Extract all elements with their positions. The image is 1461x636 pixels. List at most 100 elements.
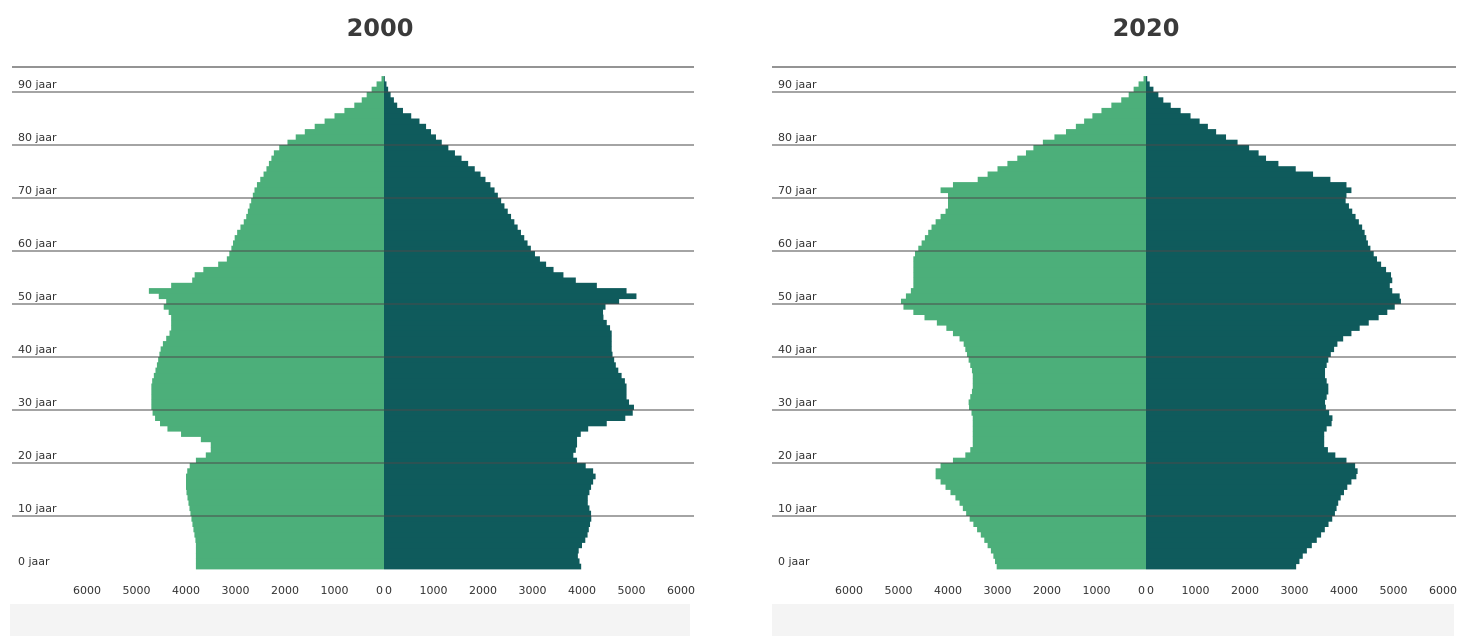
bar-right [1146, 383, 1329, 390]
bar-right [384, 547, 579, 554]
bar-left [972, 441, 1146, 448]
bar-right [384, 558, 580, 565]
bar-right [1146, 219, 1359, 225]
bar-left [271, 155, 384, 162]
chart-title-2000: 2000 [346, 14, 414, 42]
bar-left [171, 282, 384, 289]
bar-right [1146, 182, 1347, 188]
bar-right [1146, 118, 1200, 125]
bar-right [384, 478, 594, 485]
bar-left [171, 314, 384, 321]
bar-right [1146, 394, 1327, 400]
bar-right [1146, 97, 1164, 103]
bar-left [987, 171, 1146, 178]
bar-right [1146, 516, 1333, 522]
bar-left [955, 494, 1146, 501]
y-tick-label: 70 jaar [778, 184, 817, 197]
bar-left [304, 129, 384, 135]
bar-right [1146, 452, 1336, 459]
bar-right [1146, 330, 1352, 337]
bar-left [273, 150, 384, 156]
x-tick-label-left: 0 [376, 584, 383, 597]
bar-right [1146, 304, 1395, 310]
bar-right [384, 372, 622, 379]
bar-left [1054, 134, 1146, 141]
bar-left [195, 563, 384, 570]
bar-left [1101, 107, 1146, 114]
y-tick-label: 40 jaar [778, 343, 817, 356]
bar-right [1146, 420, 1332, 427]
bar-right [1146, 245, 1371, 252]
bar-left [936, 319, 1146, 326]
y-tick-label: 60 jaar [18, 237, 57, 250]
bar-left [192, 521, 384, 527]
bar-right [1146, 447, 1328, 453]
bar-left [260, 176, 384, 183]
bar-right [384, 272, 564, 278]
bar-left [376, 81, 384, 88]
bar-right [1146, 425, 1327, 432]
bar-right [1146, 494, 1341, 501]
bar-left [972, 431, 1146, 437]
bar-left [251, 198, 384, 204]
bar-left [234, 235, 384, 241]
x-tick-label-right: 6000 [1429, 584, 1457, 597]
y-tick-label: 30 jaar [778, 396, 817, 409]
bar-right [1146, 357, 1329, 363]
bar-left [913, 282, 1146, 289]
bar-right [1146, 155, 1267, 162]
bar-right [384, 251, 535, 257]
bar-left [966, 351, 1146, 358]
bar-left [966, 510, 1146, 517]
bar-right [384, 288, 627, 294]
bar-left [972, 378, 1146, 384]
bar-right [384, 346, 612, 353]
bar-left [188, 500, 384, 506]
bar-left [1065, 129, 1146, 135]
bar-right [1146, 436, 1325, 443]
x-tick-label-right: 0 [385, 584, 392, 597]
bar-right [384, 76, 385, 82]
bar-right [1146, 441, 1325, 448]
bar-right [384, 362, 616, 368]
bar-left [952, 330, 1146, 337]
bar-left [229, 251, 384, 257]
y-tick-label: 70 jaar [18, 184, 57, 197]
x-tick-label-left: 4000 [172, 584, 200, 597]
bar-left [152, 378, 384, 384]
bar-left [186, 478, 384, 485]
bar-left [950, 489, 1146, 496]
bar-right [384, 192, 498, 199]
bar-left [167, 425, 384, 432]
bar-left [924, 314, 1146, 321]
bar-right [1146, 145, 1250, 151]
bar-left [1138, 81, 1146, 88]
bar-left [151, 394, 384, 400]
bar-right [384, 229, 521, 236]
bar-left [995, 558, 1146, 565]
x-tick-label-right: 6000 [667, 584, 695, 597]
bar-left [918, 245, 1146, 252]
bar-right [1146, 102, 1171, 109]
bar-right [384, 198, 502, 204]
bar-right [384, 282, 597, 289]
bar-left [166, 335, 384, 342]
x-tick-label-left: 2000 [271, 584, 299, 597]
x-tick-label-right: 4000 [1330, 584, 1358, 597]
bar-right [384, 97, 394, 103]
bar-right [384, 388, 627, 395]
bar-right [1146, 468, 1358, 474]
bar-left [195, 537, 384, 543]
bar-right [384, 468, 594, 474]
bar-right [384, 404, 634, 411]
bar-left [218, 261, 384, 268]
bar-left [162, 341, 384, 347]
bar-left [361, 97, 384, 103]
bar-left [186, 473, 384, 480]
bar-right [384, 293, 637, 300]
bar-left [381, 76, 384, 82]
bar-left [987, 542, 1146, 549]
bar-right [1146, 240, 1368, 247]
bar-left [171, 325, 384, 331]
bar-left [158, 293, 384, 300]
